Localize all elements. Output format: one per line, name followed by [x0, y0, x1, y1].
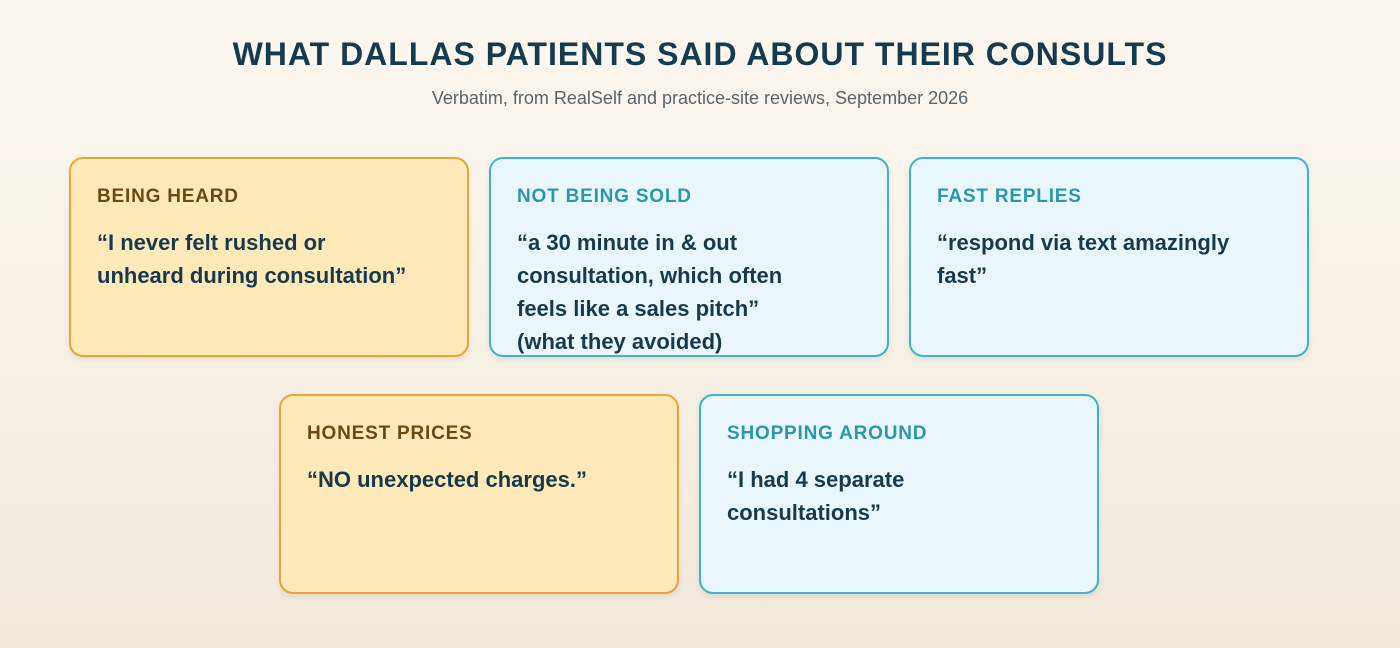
card-quote: “NO unexpected charges.” [307, 463, 651, 496]
quote-line: “I had 4 separate [727, 467, 905, 492]
card-label: HONEST PRICES [307, 423, 473, 444]
card-label: SHOPPING AROUND [727, 423, 928, 444]
quote-line: feels like a sales pitch” [517, 296, 760, 321]
card-label: NOT BEING SOLD [517, 186, 692, 207]
quote-line: “a 30 minute in & out [517, 230, 738, 255]
quote-line: “NO unexpected charges.” [307, 467, 587, 492]
card-shopping-around: SHOPPING AROUND “I had 4 separate consul… [699, 394, 1099, 594]
page-subtitle: Verbatim, from RealSelf and practice-sit… [431, 88, 969, 108]
quote-line: (what they avoided) [517, 329, 723, 354]
quote-line: consultation, which often [517, 263, 783, 288]
card-fast-replies: FAST REPLIES “respond via text amazingly… [909, 157, 1309, 357]
quote-line: consultations” [727, 500, 882, 525]
card-honest-prices: HONEST PRICES “NO unexpected charges.” [279, 394, 679, 594]
card-not-being-sold: NOT BEING SOLD “a 30 minute in & out con… [489, 157, 889, 357]
card-label: FAST REPLIES [937, 186, 1082, 207]
quote-line: “I never felt rushed or [97, 230, 326, 255]
card-quote: “respond via text amazingly fast” [937, 226, 1281, 292]
card-label: BEING HEARD [97, 186, 239, 207]
quote-line: fast” [937, 263, 988, 288]
card-quote: “a 30 minute in & out consultation, whic… [517, 226, 861, 358]
page-title: WHAT DALLAS PATIENTS SAID ABOUT THEIR CO… [232, 36, 1168, 72]
card-quote: “I never felt rushed or unheard during c… [97, 226, 441, 292]
card-quote: “I had 4 separate consultations” [727, 463, 1071, 529]
quote-line: “respond via text amazingly [937, 230, 1230, 255]
card-being-heard: BEING HEARD “I never felt rushed or unhe… [69, 157, 469, 357]
quote-line: unheard during consultation” [97, 263, 407, 288]
